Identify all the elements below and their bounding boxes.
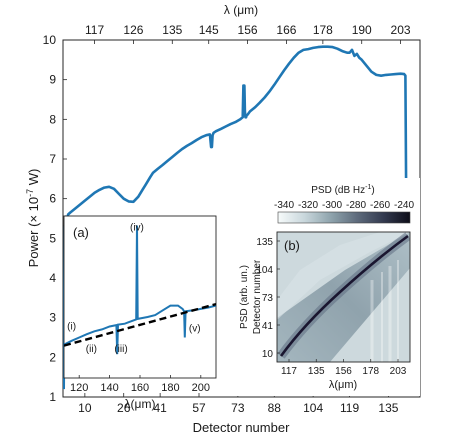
inset-b: PSD (dB Hz-1) -340 -320 -300 -280 -260 -240 1… [230, 178, 420, 396]
main-top-tick-label: 178 [313, 23, 333, 37]
main-x-tick-label: 135 [378, 401, 398, 415]
colorbar-tick-label: -300 [322, 200, 342, 211]
colorbar-ticks: -340 -320 -300 -280 -260 -240 [274, 200, 414, 211]
main-y-label: Power (× 10-7 W) [25, 169, 41, 268]
main-top-axis: 117 126 135 145 156 166 178 190 203 [85, 23, 411, 44]
inset-a-x-tick-label: 120 [70, 382, 88, 394]
inset-b-x-tick-label: 203 [390, 366, 407, 377]
colorbar-title-part-1: PSD (dB Hz [311, 185, 365, 196]
inset-b-panel-label: (b) [284, 238, 300, 253]
colorbar-tick-label: -280 [346, 200, 366, 211]
colorbar-tick-label: -340 [274, 200, 294, 211]
main-y-tick-label: 5 [49, 231, 56, 245]
inset-b-y-label-prefix: PSD (arb. un.) [239, 265, 250, 329]
main-x-axis: 10 26 41 57 73 88 104 119 135 [78, 393, 399, 415]
heatmap-outer-band [277, 232, 410, 320]
main-y-label-part-3: 10 [26, 197, 41, 215]
main-y-tick-label: 10 [43, 33, 57, 47]
main-y-label-exponent: -7 [25, 189, 35, 197]
inset-a-x-tick-label: 160 [131, 382, 149, 394]
inset-b-x-tick-label: 178 [362, 366, 379, 377]
inset-a: 120 140 160 180 200 (i)(ii) (iii)(iv)(v) (a) … [63, 215, 217, 411]
inset-a-frame [63, 215, 217, 379]
inset-a-series [64, 225, 216, 355]
inset-b-y-tick-label: 41 [262, 321, 274, 332]
inset-a-annotation: (ii) [86, 344, 97, 355]
main-x-tick-label: 119 [340, 401, 359, 415]
inset-b-x-tick-label: 156 [335, 366, 352, 377]
inset-b-y-label: PSD (arb. un.) [239, 265, 250, 329]
main-top-tick-label: 145 [199, 23, 219, 37]
heatmap-ridge [279, 234, 409, 357]
colorbar-tick-label: -240 [394, 200, 414, 211]
main-x-tick-label: 73 [231, 401, 245, 415]
main-top-tick-label: 126 [123, 23, 143, 37]
inset-b-y-label-2: Detector number [252, 259, 263, 334]
heatmap [277, 232, 410, 362]
inset-a-annotation: (iv) [130, 222, 144, 233]
colorbar-title: PSD (dB Hz-1) [311, 184, 374, 196]
main-top-tick-label: 117 [85, 23, 104, 37]
main-x-tick-label: 41 [153, 401, 167, 415]
inset-a-panel-label: (a) [73, 225, 89, 240]
main-y-label-part-5: W) [26, 169, 41, 189]
inset-a-x-axis: 120 140 160 180 200 [70, 375, 210, 394]
main-y-tick-label: 7 [49, 152, 56, 166]
main-y-tick-label: 6 [49, 192, 56, 206]
main-y-label-part-1: Power ( [26, 222, 41, 267]
main-y-tick-label: 8 [49, 112, 56, 126]
main-x-tick-label: 57 [192, 401, 206, 415]
main-top-axis-label: λ (μm) [224, 3, 258, 17]
main-power-line [63, 45, 412, 390]
inset-b-y-tick-label: 135 [256, 237, 273, 248]
main-top-tick-label: 166 [276, 23, 296, 37]
main-x-label: Detector number [193, 420, 290, 435]
inset-a-annotation: (iii) [114, 344, 127, 355]
inset-b-x-tick-label: 135 [308, 366, 325, 377]
main-y-axis: 1 2 3 4 5 6 7 8 9 10 [43, 33, 67, 404]
colorbar-title-part-3: ) [371, 185, 374, 196]
main-top-tick-label: 135 [162, 23, 182, 37]
inset-b-y-tick-label: 10 [262, 349, 274, 360]
inset-a-annotation: (i) [67, 321, 76, 332]
colorbar [277, 211, 411, 224]
main-y-tick-label: 1 [49, 390, 56, 404]
main-x-tick-label: 10 [78, 401, 92, 415]
colorbar-title-exponent: -1 [365, 184, 371, 191]
colorbar-tick-label: -320 [298, 200, 318, 211]
main-y-tick-label: 3 [49, 311, 56, 325]
inset-a-annotation: (v) [189, 323, 201, 334]
inset-a-annotations: (i) (ii) (iii) (iv) (v) [67, 222, 200, 355]
inset-a-fit-line [64, 302, 216, 347]
main-x-tick-label: 104 [303, 401, 323, 415]
inset-a-x-tick-label: 140 [100, 382, 118, 394]
inset-a-x-label: λ(μm) [125, 397, 156, 411]
main-top-tick-label: 156 [238, 23, 258, 37]
main-x-tick-label: 26 [117, 401, 131, 415]
main-top-tick-label: 203 [391, 23, 411, 37]
main-y-tick-label: 4 [49, 271, 56, 285]
inset-b-x-axis: 117 135 156 178 203 [281, 359, 407, 377]
inset-b-y-tick-label: 104 [256, 265, 273, 276]
inset-b-x-tick-label: 117 [281, 366, 297, 377]
inset-b-y-tick-label: 73 [262, 293, 274, 304]
main-x-tick-label: 88 [268, 401, 282, 415]
main-series [63, 45, 412, 390]
inset-b-y-axis: 135 104 73 41 10 [256, 237, 280, 360]
main-top-tick-label: 190 [352, 23, 372, 37]
main-y-tick-label: 2 [49, 350, 56, 364]
inset-b-x-label: λ(μm) [329, 379, 357, 391]
main-y-tick-label: 9 [49, 73, 56, 87]
inset-a-x-tick-label: 180 [161, 382, 179, 394]
colorbar-tick-label: -260 [370, 200, 390, 211]
heatmap-streaks [370, 260, 399, 362]
inset-a-spectrum-line [64, 225, 216, 355]
main-y-label-part-2: × [26, 215, 41, 223]
inset-a-x-tick-label: 200 [192, 382, 210, 394]
